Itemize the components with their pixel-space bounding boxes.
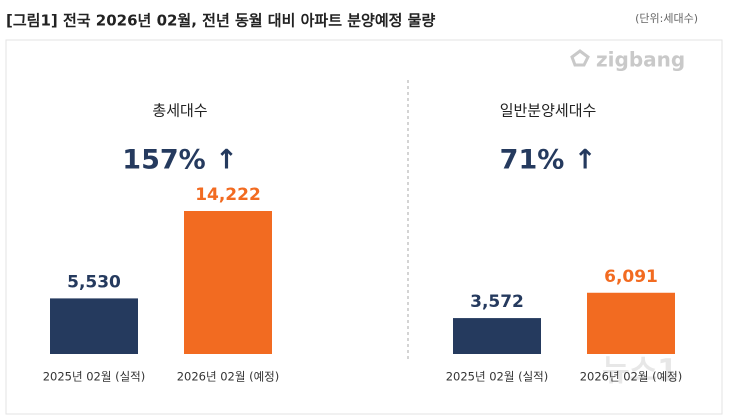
value-label: 3,572: [470, 292, 524, 312]
brand-logo: zigbang: [570, 48, 685, 72]
bar: [587, 292, 675, 354]
value-label: 5,530: [67, 272, 121, 292]
watermark: 뉴스1: [602, 354, 678, 389]
x-tick-label: 2025년 02월 (실적): [43, 370, 146, 384]
change-annotation: 157% ↑: [122, 145, 237, 176]
brand-name: zigbang: [596, 48, 685, 72]
unit-label: (단위:세대수): [635, 12, 698, 25]
change-annotation: 71% ↑: [500, 145, 597, 176]
bar: [453, 318, 541, 354]
chart-title: 일반분양세대수: [500, 102, 597, 120]
frame: [5, 39, 723, 415]
x-tick-label: 2026년 02월 (예정): [177, 370, 280, 384]
x-tick-label: 2025년 02월 (실적): [446, 370, 549, 384]
bar: [184, 211, 272, 354]
value-label: 14,222: [195, 185, 261, 205]
page-title: [그림1] 전국 2026년 02월, 전년 동월 대비 아파트 분양예정 물량: [6, 12, 435, 30]
x-tick-label: 2026년 02월 (예정): [580, 370, 683, 384]
chart-title: 총세대수: [152, 102, 207, 120]
brand-icon: [570, 49, 590, 67]
value-label: 6,091: [604, 267, 658, 287]
bar: [50, 298, 138, 354]
